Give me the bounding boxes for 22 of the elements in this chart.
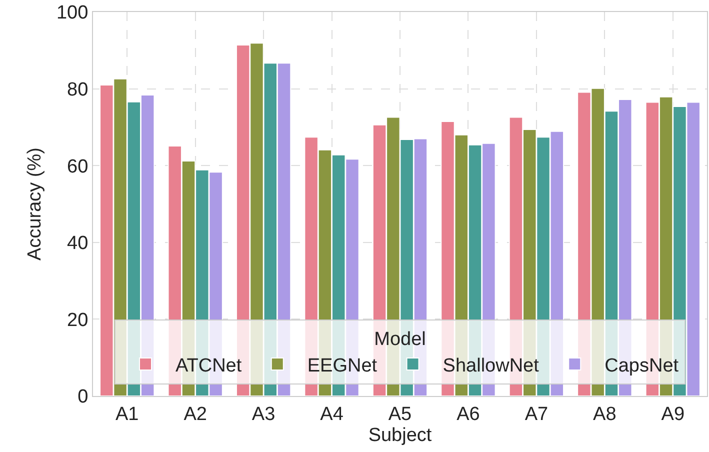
x-tick-label: A2 [184,404,207,425]
x-tick-label: A4 [320,404,344,425]
legend-label: CapsNet [604,355,680,376]
legend-title: Model [374,329,426,350]
y-tick-label: 80 [67,79,88,100]
x-tick-label: A1 [115,404,139,425]
x-axis-title: Subject [368,424,432,446]
x-tick-label: A7 [524,404,548,425]
x-tick-label: A8 [593,404,616,425]
legend-label: EEGNet [307,355,378,376]
y-tick-label: 60 [67,156,88,178]
y-tick-label: 40 [67,233,88,254]
y-tick-label: 100 [56,2,88,24]
x-tick-label: A6 [456,404,480,425]
x-tick-label: A5 [388,404,412,425]
y-tick-label: 0 [78,386,88,408]
x-tick-label: A3 [252,404,276,425]
legend-label: ATCNet [176,355,242,376]
y-axis-title: Accuracy (%) [24,148,46,260]
y-tick-label: 20 [67,310,88,331]
legend-label: ShallowNet [442,355,540,376]
x-tick-label: A9 [661,404,685,425]
